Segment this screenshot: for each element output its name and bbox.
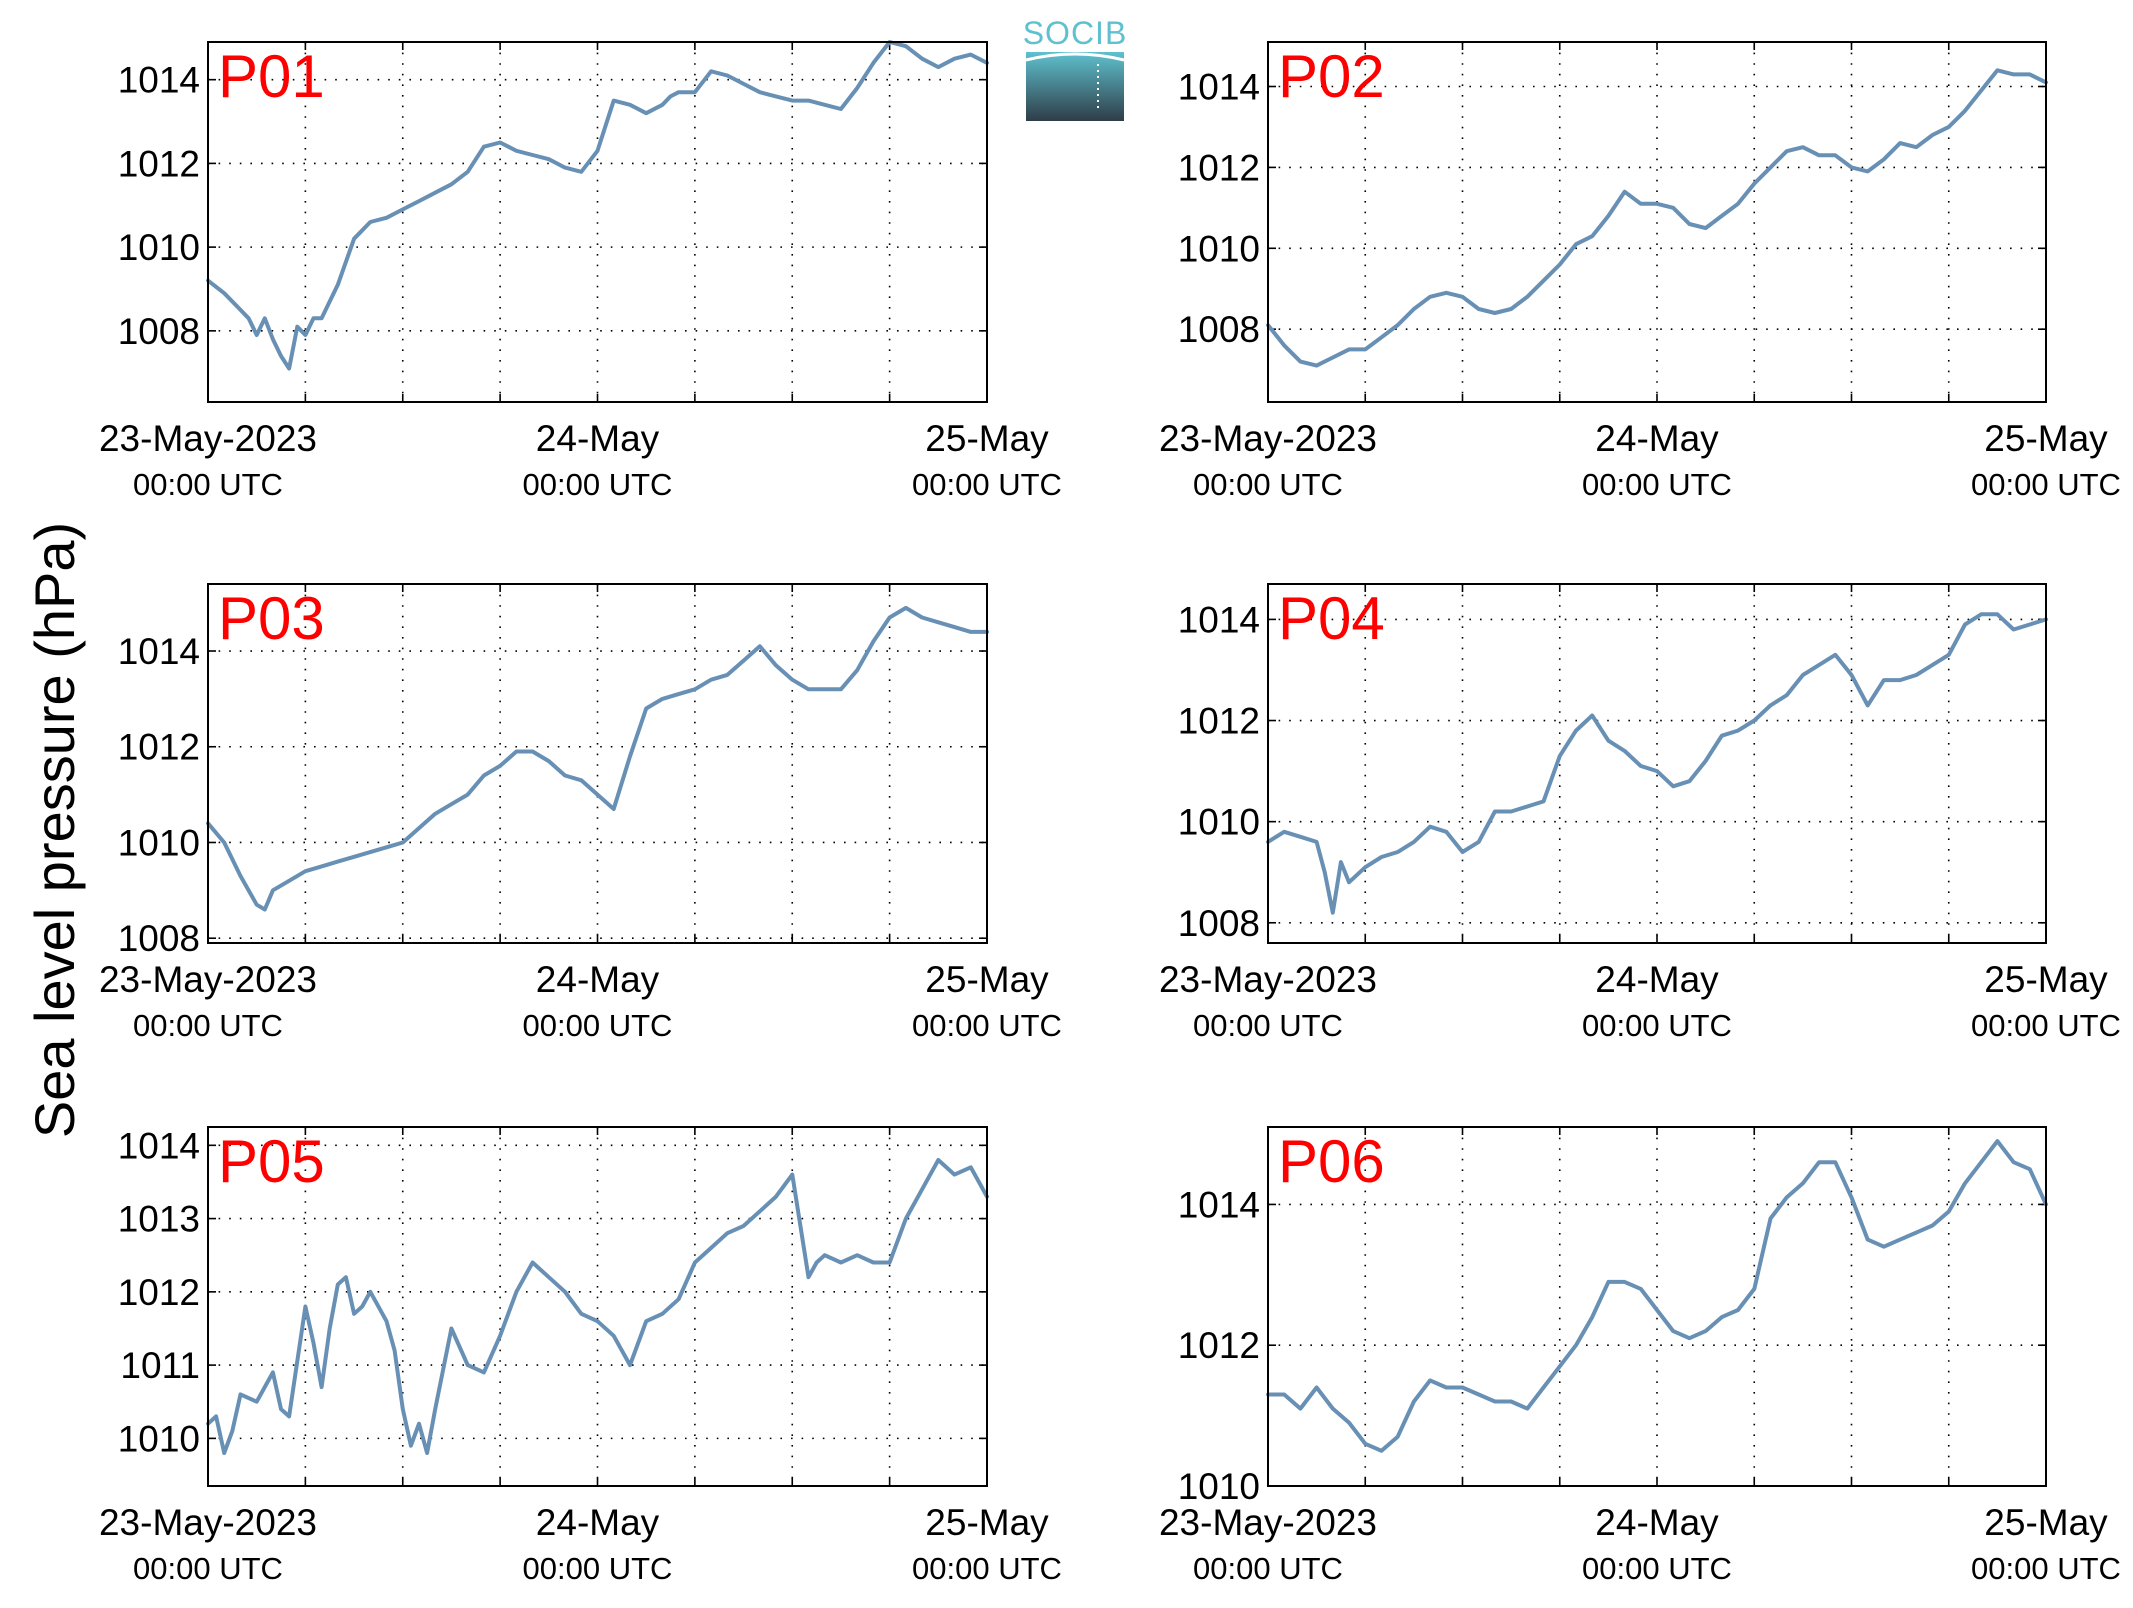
y-tick-label: 1014 [1178, 1184, 1260, 1225]
series-line-p01 [206, 40, 989, 371]
y-tick-label: 1014 [118, 631, 200, 672]
panel-label: P02 [1278, 43, 1385, 110]
series-line-p05 [206, 1158, 989, 1455]
panel-p04: 1008 1010 1012 1014 23-May-2023 00:00 UTC 24-M… [1159, 583, 2121, 1043]
plot-area-frame [1267, 583, 2047, 944]
x-tick-label-time: 00:00 UTC [1582, 1008, 1732, 1043]
x-tick-label-time: 00:00 UTC [912, 1551, 1062, 1586]
y-tick-label: 1012 [118, 143, 200, 184]
x-tick-label-date: 23-May-2023 [1159, 1502, 1377, 1543]
y-tick-label: 1012 [1178, 147, 1260, 188]
x-tick-label-time: 00:00 UTC [133, 467, 283, 502]
series-line-p02 [1266, 68, 2048, 368]
x-tick-label-time: 00:00 UTC [1193, 1551, 1343, 1586]
x-tick-label-time: 00:00 UTC [1971, 1008, 2121, 1043]
y-tick-label: 1012 [1178, 1325, 1260, 1366]
x-tick-label-time: 00:00 UTC [133, 1551, 283, 1586]
y-axis-label: Sea level pressure (hPa) [23, 522, 86, 1138]
x-tick-label-date: 23-May-2023 [1159, 418, 1377, 459]
panel-p02: 1008 1010 1012 1014 23-May-2023 00:00 UTC 24-M… [1159, 41, 2121, 502]
x-tick-label-date: 23-May-2023 [99, 1502, 317, 1543]
x-tick-label-date: 25-May [925, 1502, 1049, 1543]
x-tick-label-date: 23-May-2023 [1159, 959, 1377, 1000]
x-tick-label-time: 00:00 UTC [1971, 467, 2121, 502]
x-tick-label-date: 25-May [925, 418, 1049, 459]
y-tick-label: 1008 [118, 311, 200, 352]
panel-label: P01 [218, 43, 325, 110]
y-tick-label: 1012 [118, 1272, 200, 1313]
x-tick-label-time: 00:00 UTC [1193, 467, 1343, 502]
x-tick-label-date: 25-May [1984, 1502, 2108, 1543]
y-tick-label: 1008 [1178, 309, 1260, 350]
y-tick-label: 1012 [118, 727, 200, 768]
panel-p06: 1010 1012 1014 23-May-2023 00:00 UTC 24-May 00… [1159, 1126, 2121, 1586]
panel-label: P03 [218, 585, 325, 652]
x-tick-label-time: 00:00 UTC [1971, 1551, 2121, 1586]
y-tick-label: 1012 [1178, 701, 1260, 742]
plot-area-frame [1267, 41, 2047, 403]
y-tick-label: 1010 [1178, 802, 1260, 843]
y-tick-label: 1010 [118, 1418, 200, 1459]
x-tick-label-time: 00:00 UTC [1582, 467, 1732, 502]
series-line-p03 [206, 605, 989, 912]
y-tick-label: 1011 [120, 1345, 200, 1386]
socib-logo: SOCIB [1023, 15, 1128, 121]
x-tick-label-time: 00:00 UTC [1193, 1008, 1343, 1043]
series-line-p04 [1266, 612, 2048, 915]
plot-area-frame [1267, 1126, 2047, 1487]
y-tick-label: 1010 [1178, 228, 1260, 269]
panel-label: P05 [218, 1128, 325, 1195]
y-tick-label: 1014 [118, 60, 200, 101]
panel-label: P06 [1278, 1128, 1385, 1195]
y-tick-label: 1010 [118, 822, 200, 863]
panel-p05: 1010 1011 1012 1013 1014 23-May-2023 00:00 UTC… [99, 1125, 1062, 1586]
x-tick-label-date: 25-May [1984, 959, 2108, 1000]
y-tick-label: 1013 [118, 1199, 200, 1240]
x-tick-label-time: 00:00 UTC [523, 1551, 673, 1586]
panel-label: P04 [1278, 585, 1385, 652]
plot-area-frame [207, 1126, 988, 1487]
y-tick-label: 1014 [1178, 599, 1260, 640]
x-tick-label-date: 24-May [1595, 418, 1719, 459]
y-tick-label: 1008 [118, 918, 200, 959]
plot-area-frame [207, 41, 988, 403]
x-tick-label-date: 24-May [1595, 1502, 1719, 1543]
series-line-p06 [1266, 1139, 2048, 1453]
x-tick-label-time: 00:00 UTC [912, 467, 1062, 502]
x-tick-label-date: 25-May [925, 959, 1049, 1000]
x-tick-label-date: 24-May [536, 418, 660, 459]
x-tick-label-date: 23-May-2023 [99, 418, 317, 459]
socib-logo-text: SOCIB [1023, 15, 1128, 51]
panel-p03: 1008 1010 1012 1014 23-May-2023 00:00 UTC 24-M… [99, 583, 1062, 1043]
y-tick-label: 1008 [1178, 903, 1260, 944]
x-tick-label-time: 00:00 UTC [523, 467, 673, 502]
x-tick-label-date: 25-May [1984, 418, 2108, 459]
x-tick-label-time: 00:00 UTC [133, 1008, 283, 1043]
x-tick-label-time: 00:00 UTC [523, 1008, 673, 1043]
y-tick-label: 1010 [118, 227, 200, 268]
x-tick-label-time: 00:00 UTC [1582, 1551, 1732, 1586]
x-tick-label-time: 00:00 UTC [912, 1008, 1062, 1043]
plot-area-frame [207, 583, 988, 944]
panel-p01: 1008 1010 1012 1014 23-May-2023 00:00 UTC 24-M… [99, 40, 1062, 502]
y-tick-label: 1010 [1178, 1466, 1260, 1507]
y-tick-label: 1014 [1178, 66, 1260, 107]
y-tick-label: 1014 [118, 1125, 200, 1166]
x-tick-label-date: 24-May [536, 1502, 660, 1543]
x-tick-label-date: 24-May [1595, 959, 1719, 1000]
x-tick-label-date: 23-May-2023 [99, 959, 317, 1000]
x-tick-label-date: 24-May [536, 959, 660, 1000]
